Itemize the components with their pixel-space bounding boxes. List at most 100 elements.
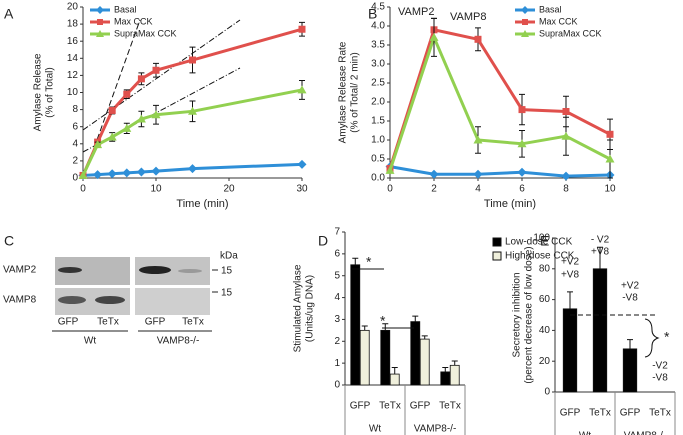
point [473,135,483,144]
annotation: * [664,329,670,345]
series-line [81,27,303,177]
y-tick-label: 2 [334,336,340,347]
blot-band [58,296,86,304]
error-bar [421,335,428,340]
bracket [644,318,660,358]
legend-label: High-dose CCK [505,251,575,262]
point [473,169,483,179]
point [136,167,146,177]
y-tick-label: 14 [67,53,79,64]
y-tick-label: 10 [67,87,79,98]
x-axis-label: Time (min) [484,198,536,210]
row-label: VAMP2 [3,265,37,276]
panel-letter: A [4,6,14,22]
blot-band [95,296,125,304]
bar-label: -V2 [652,361,668,372]
error-bar [382,323,389,331]
blot-panel: C VAMP2 VAMP8 kDa 15 15 GFP TeTx GFP TeT… [3,233,238,347]
bar-label: -V8 [622,293,638,304]
y-tick-label: 4 [72,138,78,149]
legend-marker [522,19,528,25]
y-tick-label: 0 [544,387,550,398]
bar [380,329,391,386]
y-tick-label: 2.0 [371,97,385,108]
error-bar [391,367,398,375]
bar [440,371,451,386]
y-tick-label: 18 [67,19,79,30]
point [517,167,527,177]
legend-label: SupraMax CCK [114,28,177,38]
point [385,165,395,174]
y-axis-label: Amylase Release [33,53,44,131]
y-axis-label: (Units/ug DNA) [305,275,316,342]
legend-label: Basal [114,4,137,14]
y-tick-label: 0 [72,173,78,184]
y-tick-label: 0.0 [371,173,385,184]
y-tick-label: 6 [334,248,340,259]
legend-marker [521,6,529,14]
error-bar [361,325,368,331]
x-tick-label: 2 [431,184,437,195]
panel-letter: C [4,233,14,249]
point [122,168,132,178]
x-tick-label: GFP [560,408,581,419]
bar [562,308,578,393]
point [518,106,526,114]
point [122,123,132,132]
point [189,56,196,64]
group-label: VAMP8-/- [157,336,200,347]
bar-label: +V8 [591,247,610,258]
y-tick-label: 100 [533,233,550,244]
x-tick-label: 4 [475,184,481,195]
y-tick-label: 1.5 [371,116,385,127]
x-tick-label: 0 [387,184,393,195]
y-tick-label: 7 [334,227,340,238]
point [429,169,439,179]
point [151,166,161,176]
y-tick-label: 2 [72,156,78,167]
marker-label: 15 [221,266,233,277]
error-bar [451,360,458,366]
bar [410,321,421,386]
error-bar [352,257,359,265]
legend-label: SupraMax CCK [539,28,602,38]
annotation: VAMP2 [398,6,434,18]
marker-label: 15 [221,288,233,299]
x-tick-label: 6 [519,184,525,195]
bar [359,329,370,386]
y-tick-label: 1.0 [371,135,385,146]
x-tick-label: 20 [223,184,235,195]
y-axis-label: (percent decrease of low dose) [524,246,535,383]
point [561,171,571,181]
series-line [388,33,611,171]
group-label: Wt [84,336,96,347]
y-tick-label: 3.0 [371,59,385,70]
y-tick-label: 2.5 [371,78,385,89]
y-tick-label: 20 [67,2,79,13]
y-axis-label: Secretory inhibition [512,272,523,357]
error-bar [412,315,419,322]
y-tick-label: 16 [67,36,79,47]
lane-label: GFP [58,317,79,328]
point [152,66,160,74]
bar-label: +V8 [561,270,580,281]
y-tick-label: 12 [67,70,79,81]
bar [419,338,430,386]
legend-label: Max CCK [114,16,153,26]
group-label: VAMP8-/- [414,424,457,435]
annotation: VAMP8 [450,11,486,23]
x-tick-label: GFP [410,401,431,412]
point [561,131,571,140]
panel-letter: D [318,233,328,249]
x-tick-label: TeTx [439,401,461,412]
y-tick-label: 3.5 [371,40,385,51]
point [108,106,116,114]
legend-label: Low-dose CCK [505,237,573,248]
y-tick-label: 0.5 [371,154,385,165]
point [78,170,88,179]
lane-label: TeTx [182,317,204,328]
x-tick-label: GFP [620,408,641,419]
point [188,106,197,115]
bar-label: -V8 [652,373,668,384]
